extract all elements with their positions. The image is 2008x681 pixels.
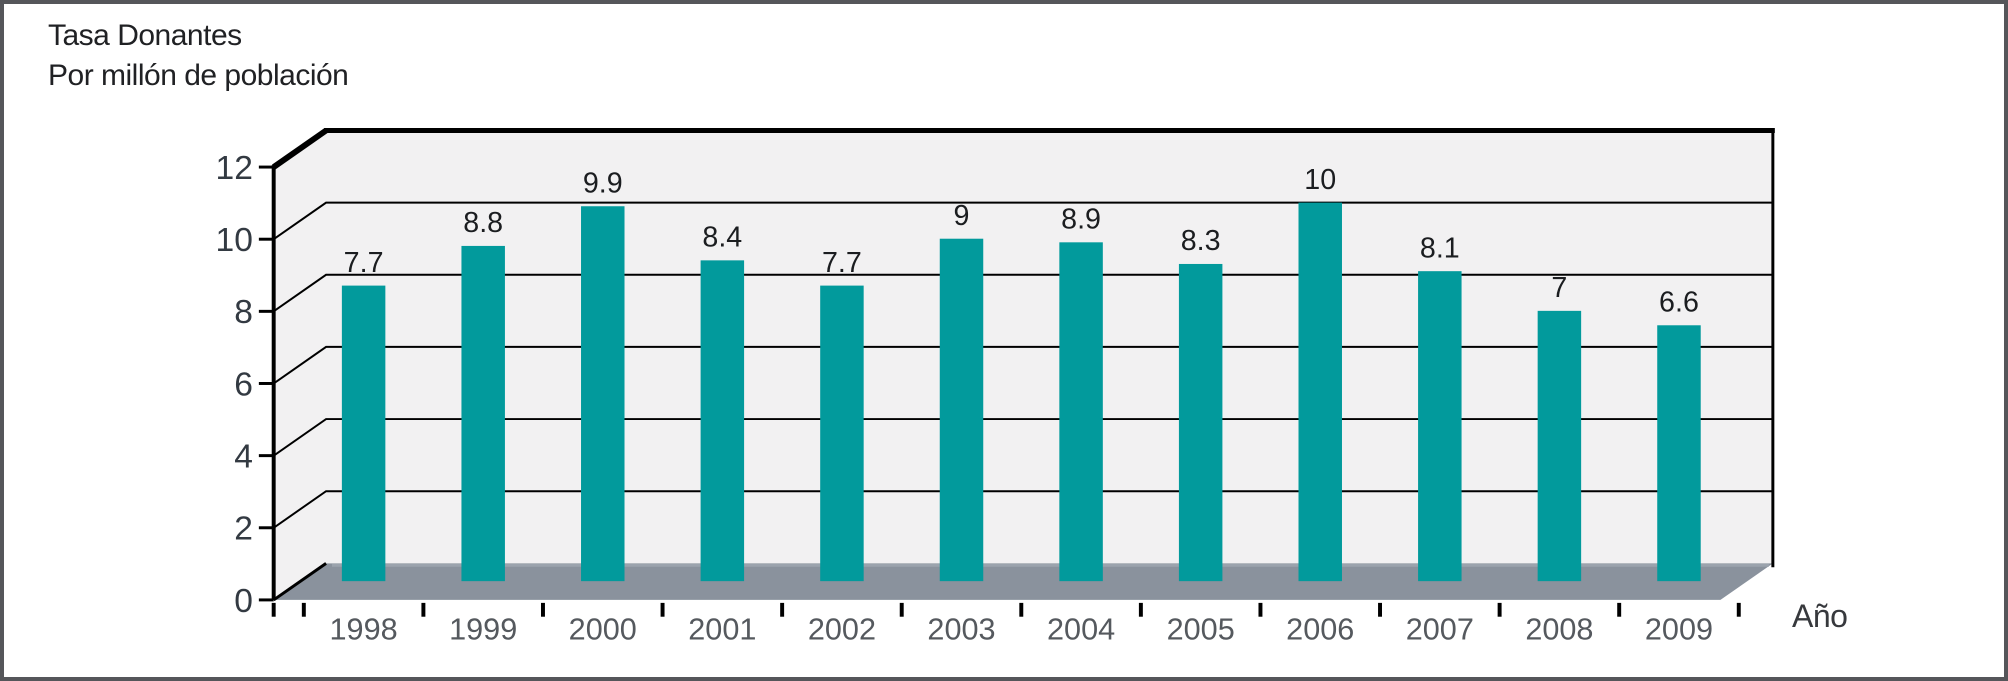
x-tick-label-2000: 2000 xyxy=(569,612,637,646)
bar-2002 xyxy=(820,285,864,582)
plot-wall xyxy=(273,130,1773,600)
chart-title-line2: Por millón de población xyxy=(48,59,349,92)
chart-title-line1: Tasa Donantes xyxy=(48,19,242,52)
bar-2000 xyxy=(581,206,625,582)
wall-bevel-edge xyxy=(271,128,328,170)
gridline-8 xyxy=(273,273,1773,313)
floor-left-edge xyxy=(272,562,327,602)
chart-title: Tasa Donantes Por millón de población xyxy=(48,16,349,96)
gridline-10 xyxy=(273,201,1773,241)
bar-2007 xyxy=(1418,271,1462,582)
gridline-2 xyxy=(273,490,1773,529)
bar-2006 xyxy=(1298,202,1342,582)
y-tick-label-4: 4 xyxy=(234,438,253,475)
bar-1998 xyxy=(341,285,386,582)
gridline-4 xyxy=(273,418,1773,457)
y-tick-label-10: 10 xyxy=(216,222,253,259)
bar-2008 xyxy=(1537,310,1582,582)
x-tick-label-2006: 2006 xyxy=(1286,612,1354,646)
value-label-2007: 8.1 xyxy=(1420,232,1460,264)
x-tick-label-2003: 2003 xyxy=(927,612,995,646)
x-tick-label-2004: 2004 xyxy=(1047,612,1115,646)
x-tick-label-2007: 2007 xyxy=(1406,612,1474,646)
x-tick-label-2009: 2009 xyxy=(1645,612,1713,646)
x-tick-label-1999: 1999 xyxy=(449,612,517,646)
y-tick-label-0: 0 xyxy=(234,583,253,620)
value-label-1999: 8.8 xyxy=(463,207,503,239)
y-tick-label-12: 12 xyxy=(216,150,253,187)
x-tick-label-2001: 2001 xyxy=(688,612,756,646)
value-label-2001: 8.4 xyxy=(702,222,742,254)
y-tick-label-2: 2 xyxy=(234,511,253,548)
gridline-6 xyxy=(273,345,1773,385)
value-label-1998: 7.7 xyxy=(344,247,384,279)
bar-2004 xyxy=(1059,242,1103,582)
y-tick-label-8: 8 xyxy=(234,294,253,331)
chart-canvas: 0 2 4 6 8 10 12 7.7 8.8 9.9 8.4 7.7 9 8.9 8.3 10 8.1 7 6.6… xyxy=(216,128,1775,646)
bar-2001 xyxy=(700,260,745,582)
value-label-2005: 8.3 xyxy=(1181,225,1221,257)
bar-2009 xyxy=(1657,325,1701,582)
plot-floor xyxy=(273,563,1773,600)
value-label-2008: 7 xyxy=(1551,272,1567,304)
bar-2005 xyxy=(1178,263,1223,582)
value-label-2000: 9.9 xyxy=(583,167,623,199)
x-tick-label-2005: 2005 xyxy=(1167,612,1235,646)
bar-1999 xyxy=(461,245,505,582)
bar-2003 xyxy=(939,238,984,582)
value-label-2009: 6.6 xyxy=(1659,286,1699,318)
x-tick-label-2008: 2008 xyxy=(1525,612,1593,646)
x-tick-label-1998: 1998 xyxy=(330,612,398,646)
value-label-2004: 8.9 xyxy=(1061,203,1101,235)
y-tick-label-6: 6 xyxy=(234,366,253,403)
value-label-2002: 7.7 xyxy=(822,247,862,279)
value-label-2006: 10 xyxy=(1304,164,1336,196)
x-axis-title: Año xyxy=(1792,598,1848,634)
x-tick-label-2002: 2002 xyxy=(808,612,876,646)
value-label-2003: 9 xyxy=(954,200,970,232)
